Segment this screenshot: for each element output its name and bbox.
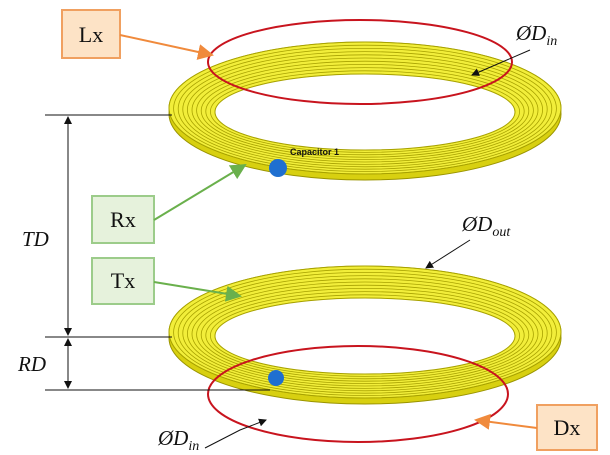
rx-label: Rx	[110, 207, 136, 232]
capacitor	[269, 159, 287, 177]
arrow	[476, 420, 537, 428]
inner-diameter-label: ØDin	[515, 21, 557, 49]
td-label: TD	[22, 227, 49, 251]
diagram: Capacitor 1 Lx Rx Tx Dx ØDin ØDout ØDin …	[0, 0, 610, 455]
arrow	[120, 35, 212, 55]
arrow	[154, 165, 245, 220]
arrow	[205, 420, 266, 448]
tx-label: Tx	[111, 268, 135, 293]
coil-turn	[215, 74, 515, 150]
dx-label: Dx	[554, 415, 581, 440]
lx-label: Lx	[79, 22, 103, 47]
coils	[169, 42, 561, 404]
outer-diameter-label: ØDout	[461, 212, 511, 240]
capacitor-label: Capacitor 1	[290, 147, 339, 157]
arrow	[426, 240, 470, 268]
rd-label: RD	[17, 352, 46, 376]
capacitor	[268, 370, 284, 386]
inner-diameter-label: ØDin	[157, 426, 199, 454]
